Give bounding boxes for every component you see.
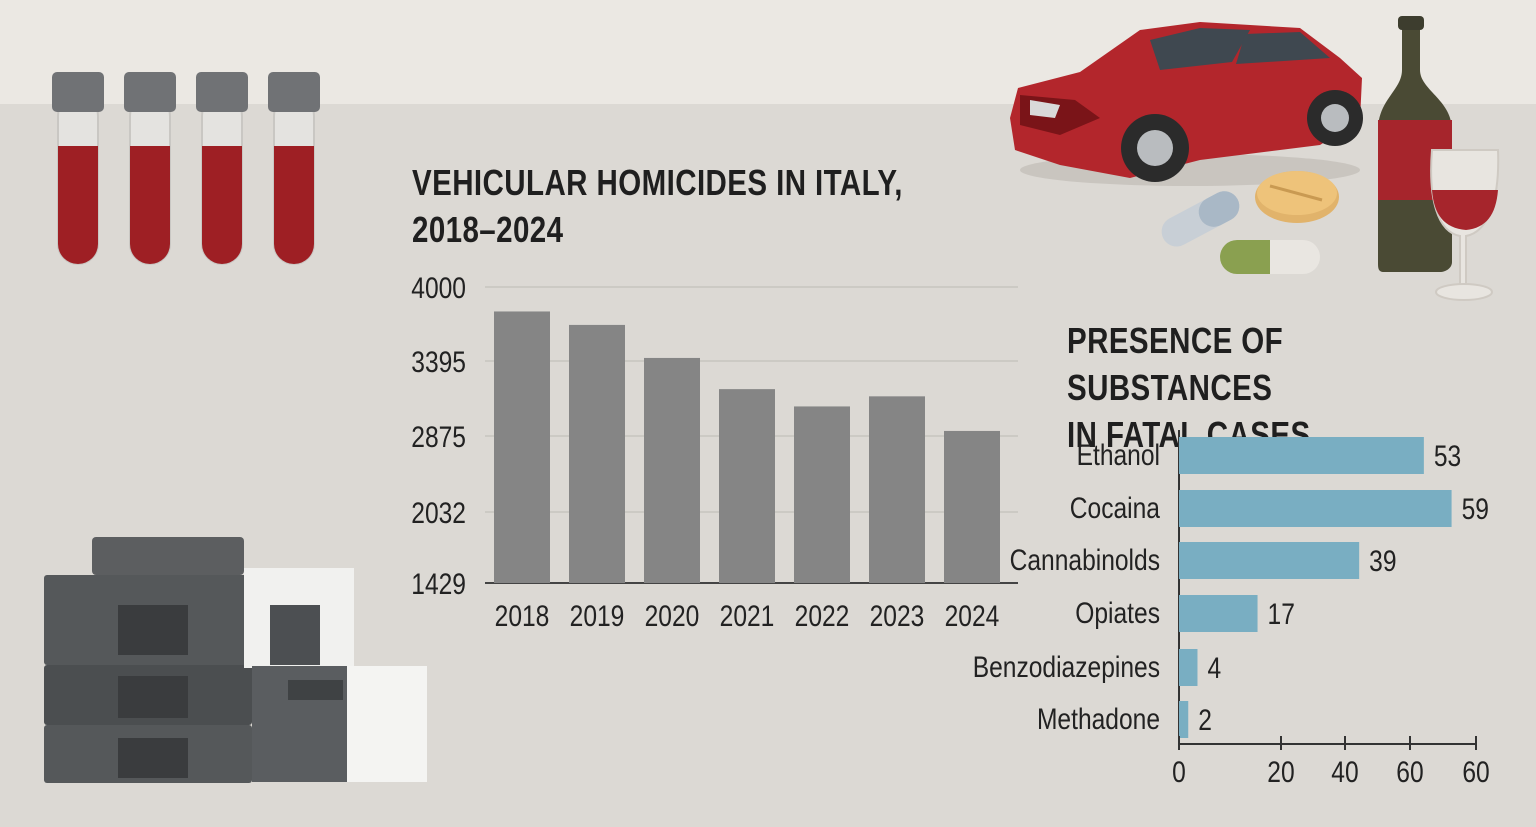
hbar-cocaina — [1179, 490, 1452, 527]
x-tick-label: 2021 — [720, 599, 775, 633]
x-tick-label: 2019 — [570, 599, 625, 633]
y-tick-label: 3395 — [411, 345, 466, 379]
x-tick-label: 2023 — [870, 599, 925, 633]
x-tick-label: 0 — [1172, 755, 1186, 789]
value-label: 59 — [1462, 492, 1489, 526]
x-tick-label: 2022 — [795, 599, 850, 633]
value-label: 39 — [1369, 544, 1396, 578]
bar-2024 — [944, 430, 1000, 583]
y-tick-label: 1429 — [411, 567, 466, 601]
category-label: Ethanol — [1077, 438, 1160, 472]
tube-blood — [274, 146, 314, 264]
hbar-cannabinolds — [1179, 542, 1360, 579]
tube-cap — [196, 72, 248, 112]
x-tick-label: 60 — [1396, 755, 1423, 789]
bar-2019 — [569, 324, 625, 583]
tube-blood — [58, 146, 98, 264]
y-tick-label: 4000 — [411, 271, 466, 305]
hbar-methadone — [1179, 701, 1189, 738]
value-label: 4 — [1207, 651, 1221, 685]
tube-cap — [52, 72, 104, 112]
bar-2021 — [719, 389, 775, 583]
bar-2022 — [794, 406, 850, 583]
x-tick-label: 2024 — [945, 599, 1000, 633]
y-tick-label: 2875 — [411, 420, 466, 454]
x-tick-label: 2020 — [645, 599, 700, 633]
category-label: Benzodiazepines — [973, 650, 1160, 684]
bar-2018 — [494, 311, 550, 583]
x-tick-label: 40 — [1331, 755, 1358, 789]
tube-blood — [130, 146, 170, 264]
bar-2023 — [869, 396, 925, 583]
y-tick-label: 2032 — [411, 496, 466, 530]
category-label: Opiates — [1075, 596, 1160, 630]
category-label: Cannabinolds — [1010, 543, 1160, 577]
substances-chart-title-line-1: PRESENCE OF SUBSTANCES — [1067, 320, 1284, 408]
value-label: 17 — [1268, 597, 1295, 631]
bar-2020 — [644, 357, 700, 583]
tube-cap — [268, 72, 320, 112]
tube-blood — [202, 146, 242, 264]
x-tick-label: 20 — [1267, 755, 1294, 789]
bar-chart-title-line-2: 2018–2024 — [412, 208, 564, 250]
category-label: Methadone — [1037, 702, 1160, 736]
x-tick-label: 2018 — [495, 599, 550, 633]
category-label: Cocaina — [1070, 491, 1161, 525]
bar-chart-title-line-1: VEHICULAR HOMICIDES IN ITALY, — [412, 162, 903, 203]
hbar-ethanol — [1179, 437, 1424, 474]
value-label: 53 — [1434, 439, 1461, 473]
hbar-benzodiazepines — [1179, 649, 1198, 686]
x-tick-label: 60 — [1462, 755, 1489, 789]
bar-chart-title: VEHICULAR HOMICIDES IN ITALY, 2018–2024 — [412, 160, 903, 254]
tube-cap — [124, 72, 176, 112]
hbar-opiates — [1179, 595, 1258, 632]
value-label: 2 — [1198, 703, 1212, 737]
